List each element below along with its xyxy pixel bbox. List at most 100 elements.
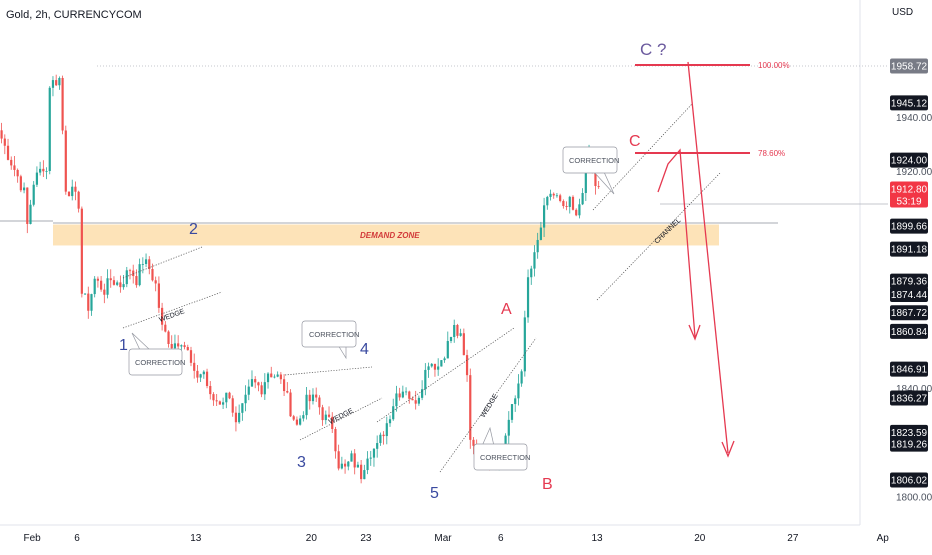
candle-body xyxy=(549,193,552,197)
candle-body xyxy=(597,186,600,187)
price-label-text: 1874.44 xyxy=(891,290,928,301)
price-label-text: 1823.59 xyxy=(891,428,928,439)
candle-body xyxy=(189,350,193,363)
price-label-box xyxy=(890,286,928,302)
candle-body xyxy=(353,453,356,468)
candle-body xyxy=(295,419,299,425)
time-axis-label: 23 xyxy=(360,533,372,544)
callout-1-text: CORRECTION xyxy=(135,358,185,367)
wedge-2-lower-line xyxy=(299,397,383,441)
candle-body xyxy=(161,307,164,325)
candle-body xyxy=(138,264,141,286)
candle-body xyxy=(55,80,58,86)
candle-body xyxy=(453,324,456,338)
candle-body xyxy=(273,376,276,378)
candle-body xyxy=(263,382,266,395)
price-label-text: 1879.36 xyxy=(891,277,928,288)
callout-3-box xyxy=(473,443,528,471)
candle-body xyxy=(93,278,96,295)
candle-body xyxy=(552,193,555,196)
candle-body xyxy=(350,453,353,462)
candle-body xyxy=(128,270,132,272)
candle-body xyxy=(51,80,55,88)
callout-3-text: CORRECTION xyxy=(480,453,530,462)
candle-body xyxy=(446,341,449,359)
candle-body xyxy=(3,138,6,146)
candle-body xyxy=(546,196,549,206)
wedge-1-upper-line xyxy=(122,246,203,279)
candle-body xyxy=(318,397,321,408)
price-label-text: 1924.00 xyxy=(891,156,928,167)
candle-body xyxy=(205,371,209,386)
price-label-text: 1899.66 xyxy=(891,222,928,233)
candle-body xyxy=(74,186,77,192)
price-axis-tick: 1800.00 xyxy=(896,492,932,503)
candle-body xyxy=(80,208,83,294)
candle-body xyxy=(433,363,437,370)
candle-body xyxy=(504,435,507,449)
candle-body xyxy=(331,416,334,430)
price-axis-tick: 1920.00 xyxy=(896,167,932,178)
price-label-box xyxy=(890,181,928,208)
wave-2-label: 2 xyxy=(189,221,198,238)
candle-body xyxy=(103,289,106,295)
candle-body xyxy=(109,278,112,281)
candle-body xyxy=(523,317,526,372)
candle-body xyxy=(257,382,260,386)
candle-body xyxy=(530,268,533,278)
candle-body xyxy=(279,374,282,380)
callout-2-box xyxy=(301,320,357,348)
candle-body xyxy=(575,209,578,216)
callout-3-pointer xyxy=(481,426,495,447)
candle-body xyxy=(315,394,318,398)
price-label-box xyxy=(890,305,928,321)
candle-body xyxy=(180,345,183,347)
candle-body xyxy=(244,394,247,404)
price-label-text: 1836.27 xyxy=(891,393,928,404)
candle-body xyxy=(449,337,453,342)
candle-body xyxy=(302,415,305,419)
wedge-2-upper-line xyxy=(284,366,373,376)
time-axis-label: Ap xyxy=(877,533,890,544)
candle-body xyxy=(87,293,90,311)
callout-4-box xyxy=(562,146,618,174)
callout-4: CORRECTION xyxy=(562,146,619,195)
candle-body xyxy=(559,195,562,201)
candle-body xyxy=(542,205,546,228)
callout-4-text: CORRECTION xyxy=(569,156,619,165)
candle-body xyxy=(401,391,404,398)
candle-body xyxy=(594,167,597,187)
time-axis-label: 13 xyxy=(591,533,603,544)
candle-body xyxy=(228,392,231,399)
candle-body xyxy=(343,463,347,467)
candle-body xyxy=(388,419,392,424)
candle-body xyxy=(584,164,587,193)
callout-1-box xyxy=(128,348,183,376)
candle-body xyxy=(430,363,433,367)
candle-body xyxy=(510,404,514,420)
candle-body xyxy=(116,282,119,285)
callout-2: CORRECTION xyxy=(301,320,359,360)
candle-body xyxy=(167,331,170,345)
price-label-text: 1945.12 xyxy=(891,98,928,109)
candle-body xyxy=(321,407,324,421)
candle-body xyxy=(334,429,337,452)
candle-body xyxy=(199,374,202,378)
candle-body xyxy=(144,259,148,264)
candle-body xyxy=(148,259,151,269)
candle-body xyxy=(305,394,308,416)
candle-body xyxy=(42,168,45,172)
price-axis-tick: 1940.00 xyxy=(896,113,932,124)
candle-body xyxy=(225,392,228,403)
candle-body xyxy=(469,375,472,440)
candle-body xyxy=(270,373,273,378)
candle-body xyxy=(6,145,10,160)
price-label-text: 1846.91 xyxy=(891,365,928,376)
candle-body xyxy=(443,358,446,361)
candle-body xyxy=(231,398,234,413)
candle-body xyxy=(26,187,29,224)
candle-body xyxy=(414,400,417,404)
candle-body xyxy=(209,385,212,395)
candle-body xyxy=(10,159,13,166)
